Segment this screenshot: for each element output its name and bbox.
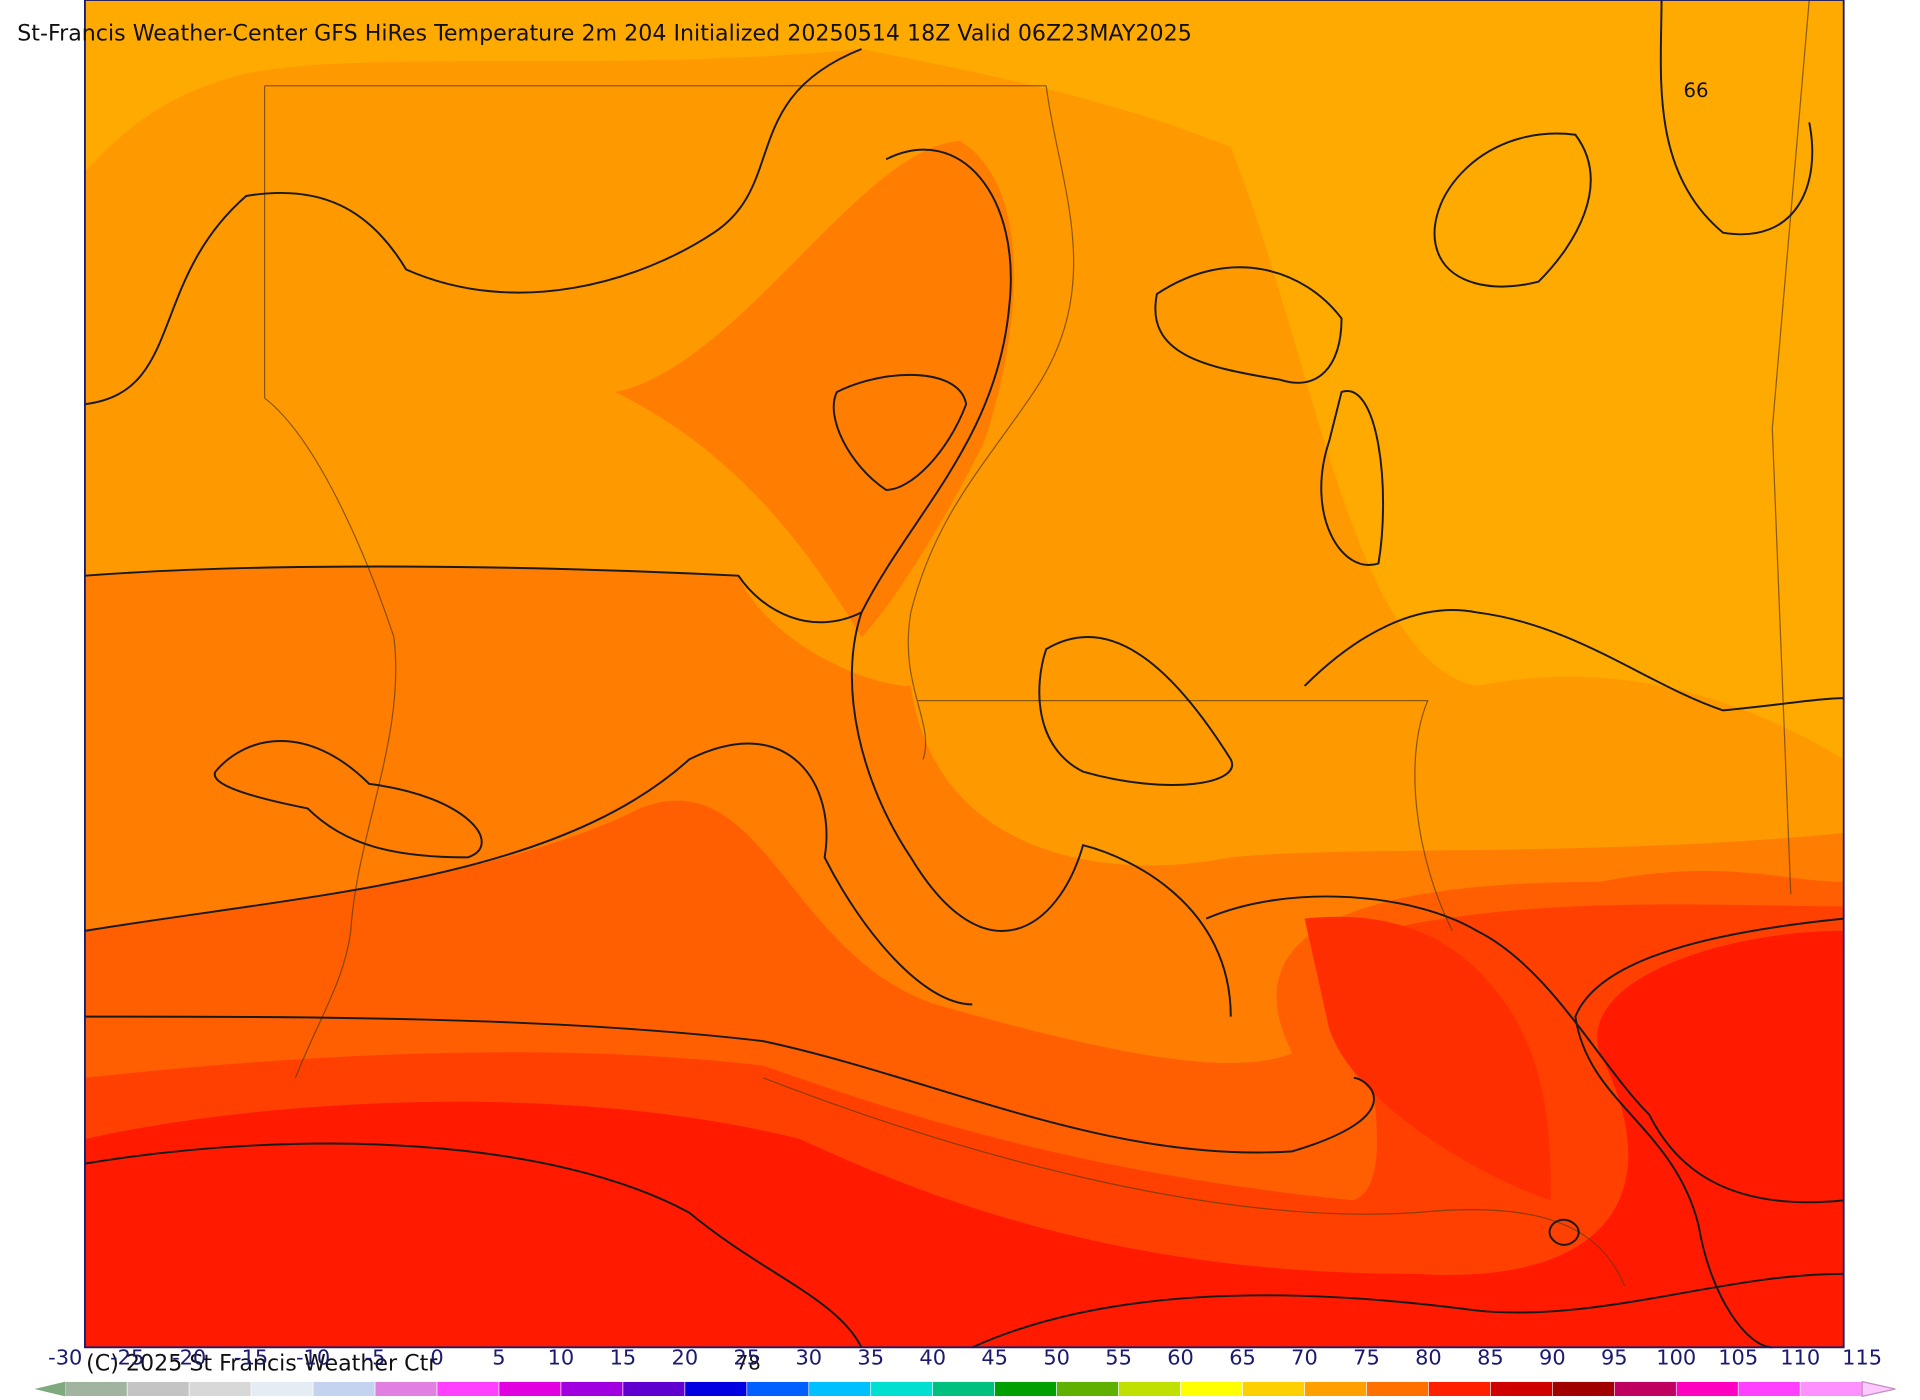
colorbar-tick-label: 100 <box>1656 1346 1696 1370</box>
colorbar-segment <box>1428 1381 1491 1397</box>
colorbar-tick-label: 90 <box>1539 1346 1566 1370</box>
colorbar-tick-label: -25 <box>110 1346 144 1370</box>
map-title: St-Francis Weather-Center GFS HiRes Temp… <box>17 20 1192 46</box>
colorbar-tick-label: 5 <box>492 1346 505 1370</box>
colorbar-segment <box>684 1381 748 1397</box>
colorbar-segment <box>1118 1381 1181 1397</box>
colorbar-tick-label: -20 <box>172 1346 206 1370</box>
colorbar-tick-label: 60 <box>1167 1346 1194 1370</box>
colorbar-segment <box>1490 1381 1553 1397</box>
colorbar-segment <box>374 1381 438 1397</box>
colorbar-segment <box>436 1381 500 1397</box>
colorbar-segment <box>1180 1381 1243 1397</box>
contour-label: 78 <box>736 1351 761 1374</box>
colorbar-segment <box>498 1381 562 1397</box>
colorbar-tick-label: -5 <box>365 1346 386 1370</box>
colorbar-tick-label: -15 <box>234 1346 268 1370</box>
colorbar-tick-label: 20 <box>672 1346 699 1370</box>
colorbar-segment <box>250 1381 314 1397</box>
colorbar-tick-label: 75 <box>1353 1346 1380 1370</box>
colorbar-tick-label: 65 <box>1229 1346 1256 1370</box>
colorbar-tick-label: 110 <box>1780 1346 1820 1370</box>
copyright: (C) 2025 St Francis Weather Ctr <box>86 1351 438 1377</box>
colorbar-segment <box>1056 1381 1119 1397</box>
colorbar-tick-label: 50 <box>1043 1346 1070 1370</box>
colorbar-arrow <box>1861 1380 1896 1398</box>
colorbar-segment <box>1799 1381 1863 1397</box>
colorbar-segment <box>1242 1381 1305 1397</box>
borders <box>264 0 1810 1287</box>
colorbar-tick-label: 80 <box>1415 1346 1442 1370</box>
colorbar-tick-label: 35 <box>857 1346 884 1370</box>
colorbar-tick-label: 95 <box>1601 1346 1628 1370</box>
contours <box>84 0 1844 1349</box>
colorbar-arrow <box>34 1381 66 1397</box>
colorbar-tick-label: 70 <box>1291 1346 1318 1370</box>
colorbar-tick-label: 10 <box>548 1346 575 1370</box>
colorbar-segment <box>560 1381 624 1397</box>
colorbar: -30 -25 -20 -15 -10 -5 0 5 10 15 20 25 30 35 40 45 50 55 6… <box>34 1346 1896 1398</box>
contour-label: 66 <box>1683 79 1708 102</box>
temperature-field <box>84 0 1844 1348</box>
colorbar-segment <box>1737 1381 1801 1397</box>
colorbar-segment <box>932 1381 995 1397</box>
colorbar-segment <box>622 1381 686 1397</box>
colorbar-segment <box>1675 1381 1739 1397</box>
colorbar-segment <box>64 1381 128 1397</box>
colorbar-tick-label: 85 <box>1477 1346 1504 1370</box>
colorbar-tick-label: 0 <box>430 1346 443 1370</box>
colorbar-segment <box>312 1381 376 1397</box>
colorbar-segment <box>1366 1381 1429 1397</box>
colorbar-segment <box>188 1381 252 1397</box>
colorbar-tick-label: 30 <box>795 1346 822 1370</box>
colorbar-tick-label: 105 <box>1718 1346 1758 1370</box>
colorbar-tick-label: 115 <box>1842 1346 1882 1370</box>
colorbar-tick-label: 40 <box>919 1346 946 1370</box>
colorbar-segment <box>1304 1381 1367 1397</box>
colorbar-segment <box>808 1381 872 1397</box>
colorbar-tick-label: 15 <box>610 1346 637 1370</box>
colorbar-segment <box>746 1381 810 1397</box>
colorbar-tick-label: -30 <box>48 1346 82 1370</box>
map-frame <box>84 0 1845 1349</box>
colorbar-segment <box>994 1381 1057 1397</box>
colorbar-tick-label: 25 <box>734 1346 761 1370</box>
colorbar-segment <box>1613 1381 1677 1397</box>
colorbar-tick-label: 55 <box>1105 1346 1132 1370</box>
colorbar-segment <box>870 1381 934 1397</box>
colorbar-tick-label: -10 <box>296 1346 330 1370</box>
colorbar-tick-label: 45 <box>981 1346 1008 1370</box>
colorbar-segment <box>1552 1381 1615 1397</box>
colorbar-segment <box>126 1381 190 1397</box>
